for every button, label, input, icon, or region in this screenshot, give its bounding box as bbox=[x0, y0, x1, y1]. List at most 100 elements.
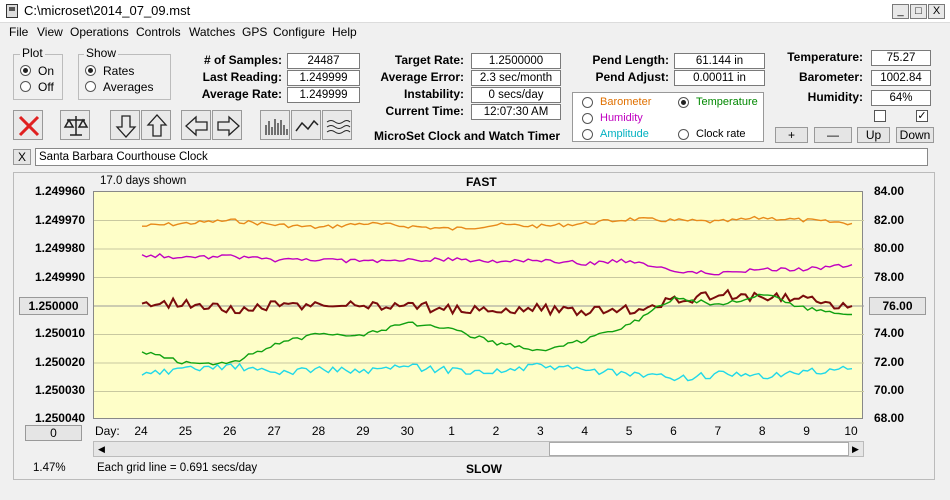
average-rate-label: Average Rate: bbox=[201, 87, 282, 101]
y-right-tick-label: 68.00 bbox=[874, 411, 905, 425]
app-caption: MicroSet Clock and Watch Timer bbox=[374, 129, 561, 143]
average-rate-field: 1.249999 bbox=[287, 87, 360, 103]
show-averages-radio[interactable] bbox=[85, 81, 96, 92]
instability-label: Instability: bbox=[403, 87, 464, 101]
x-tick-label: 10 bbox=[844, 424, 858, 438]
amplitude-radio[interactable] bbox=[582, 129, 593, 140]
y-tick-label: 1.250010 bbox=[34, 326, 85, 340]
menu-configure[interactable]: Configure bbox=[273, 25, 326, 39]
right-checkbox[interactable]: ✓ bbox=[916, 110, 928, 122]
y-tick-label: 1.250030 bbox=[34, 383, 85, 397]
target-rate-label: Target Rate: bbox=[394, 53, 464, 67]
wave-graph-icon[interactable] bbox=[322, 110, 352, 140]
close-button[interactable]: X bbox=[928, 4, 945, 19]
plot-area[interactable] bbox=[93, 191, 864, 419]
center-rate-button[interactable]: 1.250000 bbox=[19, 297, 88, 315]
arrow-left-icon[interactable] bbox=[181, 110, 211, 140]
x-tick-label: 9 bbox=[803, 424, 810, 438]
temperature-radio[interactable] bbox=[678, 97, 689, 108]
menu-operations[interactable]: Operations bbox=[70, 25, 129, 39]
x-tick-label: 6 bbox=[670, 424, 677, 438]
average-error-label: Average Error: bbox=[380, 70, 464, 84]
watch-close-button[interactable]: X bbox=[13, 149, 31, 165]
menu-view[interactable]: View bbox=[37, 25, 63, 39]
watch-name-input[interactable]: Santa Barbara Courthouse Clock bbox=[35, 148, 928, 166]
line-graph-icon[interactable] bbox=[291, 110, 321, 140]
scroll-left-icon[interactable]: ◀ bbox=[98, 444, 105, 454]
humidity-label: Humidity: bbox=[807, 90, 863, 104]
plot-off-label: Off bbox=[38, 80, 54, 94]
target-rate-field[interactable]: 1.2500000 bbox=[471, 53, 561, 69]
percent-label: 1.47% bbox=[33, 462, 66, 474]
show-rates-radio[interactable] bbox=[85, 65, 96, 76]
y-right-tick-label: 82.00 bbox=[874, 213, 905, 227]
series-line-amplitude bbox=[141, 362, 853, 382]
barometer-radio[interactable] bbox=[582, 97, 593, 108]
arrow-right-icon[interactable] bbox=[212, 110, 242, 140]
humidity-field: 64% bbox=[871, 90, 931, 106]
y-tick-label: 1.249970 bbox=[34, 213, 85, 227]
title-bar: C:\microset\2014_07_09.mst _ □ X bbox=[0, 0, 950, 23]
down-button[interactable]: Down bbox=[896, 127, 934, 143]
x-tick-label: 25 bbox=[178, 424, 193, 438]
menu-help[interactable]: Help bbox=[332, 25, 357, 39]
plot-off-radio[interactable] bbox=[20, 81, 31, 92]
samples-label: # of Samples: bbox=[203, 53, 282, 67]
y-right-tick-label: 78.00 bbox=[874, 270, 905, 284]
y-right-tick-label: 70.00 bbox=[874, 383, 905, 397]
humidity-radio[interactable] bbox=[582, 113, 593, 124]
day-label: Day: bbox=[95, 424, 120, 438]
up-button[interactable]: Up bbox=[857, 127, 890, 143]
maximize-button[interactable]: □ bbox=[910, 4, 927, 19]
menu-gps[interactable]: GPS bbox=[242, 25, 268, 39]
balance-scale-icon[interactable] bbox=[60, 110, 90, 140]
menu-bar: File View Operations Controls Watches GP… bbox=[0, 23, 950, 43]
show-rates-label: Rates bbox=[103, 64, 135, 78]
scroll-thumb[interactable] bbox=[549, 442, 849, 456]
x-tick-label: 24 bbox=[134, 424, 148, 438]
minimize-button[interactable]: _ bbox=[892, 4, 909, 19]
window-title: C:\microset\2014_07_09.mst bbox=[24, 3, 191, 18]
clock-rate-radio[interactable] bbox=[678, 129, 689, 140]
menu-controls[interactable]: Controls bbox=[136, 25, 181, 39]
arrow-up-icon[interactable] bbox=[141, 110, 171, 140]
average-error-field: 2.3 sec/month bbox=[471, 70, 561, 86]
menu-file[interactable]: File bbox=[9, 25, 29, 39]
horizontal-scrollbar[interactable]: ◀ ▶ bbox=[93, 441, 864, 457]
plus-button[interactable]: + bbox=[775, 127, 808, 143]
x-tick-label: 28 bbox=[311, 424, 326, 438]
x-tick-label: 26 bbox=[223, 424, 237, 438]
series-line-humidity bbox=[141, 252, 853, 276]
minus-button[interactable]: — bbox=[814, 127, 852, 143]
amplitude-option-label: Amplitude bbox=[600, 128, 649, 140]
temperature-option-label: Temperature bbox=[696, 96, 758, 108]
x-tick-label: 1 bbox=[448, 424, 455, 438]
offset-zero-button[interactable]: 0 bbox=[25, 425, 82, 441]
x-tick-label: 3 bbox=[537, 424, 544, 438]
left-checkbox[interactable] bbox=[874, 110, 886, 122]
x-tick-label: 8 bbox=[758, 424, 766, 438]
y-tick-label: 1.249960 bbox=[34, 184, 85, 198]
x-tick-label: 7 bbox=[714, 424, 722, 438]
grid-note-label: Each grid line = 0.691 secs/day bbox=[97, 462, 258, 474]
arrow-down-icon[interactable] bbox=[110, 110, 140, 140]
barometer-label: Barometer: bbox=[798, 70, 863, 84]
show-group-title: Show bbox=[84, 46, 119, 60]
series-line-clock-rate bbox=[141, 288, 853, 317]
app-icon bbox=[6, 4, 18, 18]
pend-length-label: Pend Length: bbox=[592, 53, 669, 67]
y-tick-label: 1.250040 bbox=[34, 411, 85, 425]
stop-x-icon[interactable] bbox=[13, 110, 43, 140]
barometer-option-label: Barometer bbox=[600, 96, 652, 108]
center-temp-button[interactable]: 76.00 bbox=[869, 297, 926, 315]
y-tick-label: 1.250020 bbox=[34, 355, 85, 369]
temperature-label: Temperature: bbox=[787, 50, 863, 64]
plot-on-label: On bbox=[38, 64, 55, 78]
plot-on-radio[interactable] bbox=[20, 65, 31, 76]
plot-group-title: Plot bbox=[20, 46, 45, 60]
scroll-right-icon[interactable]: ▶ bbox=[852, 444, 859, 454]
pend-adjust-field: 0.00011 in bbox=[674, 70, 765, 86]
pend-length-field[interactable]: 61.144 in bbox=[674, 53, 765, 69]
menu-watches[interactable]: Watches bbox=[189, 25, 236, 39]
histogram-icon[interactable] bbox=[260, 110, 290, 140]
